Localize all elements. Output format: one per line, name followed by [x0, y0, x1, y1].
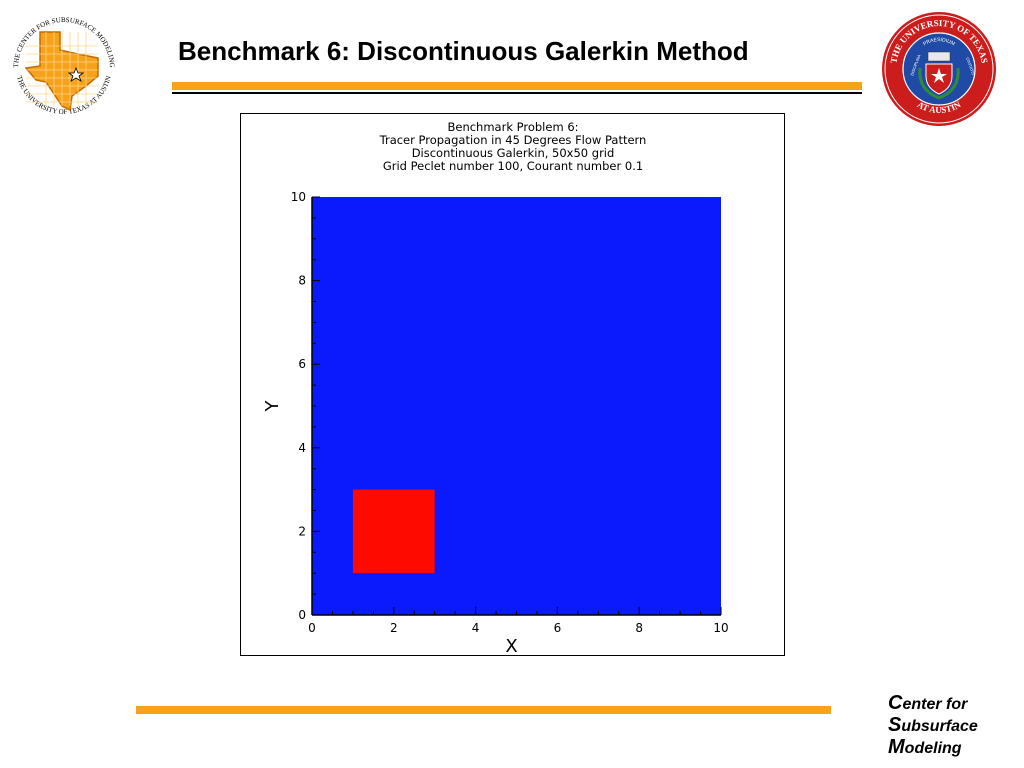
slide-title: Benchmark 6: Discontinuous Galerkin Meth… — [178, 36, 749, 66]
seal-ring-bottom-text: AT AUSTIN — [916, 99, 963, 115]
y-tick-label: 2 — [298, 524, 306, 538]
brand-line-1-initial: C — [888, 692, 903, 714]
chart-svg: Benchmark Problem 6:Tracer Propagation i… — [262, 120, 729, 655]
brand-line-3-initial: M — [888, 736, 905, 758]
y-tick-label: 8 — [298, 274, 306, 288]
csm-brand-text: Center for Subsurface Modeling — [888, 693, 978, 759]
seal-star-icon — [931, 68, 947, 83]
x-tick-label: 8 — [635, 621, 643, 635]
chart-title-line: Grid Peclet number 100, Courant number 0… — [383, 159, 643, 173]
brand-line-2: Subsurface — [888, 715, 978, 737]
seal-inner-top-text: PRAESIDIUM — [922, 37, 956, 47]
tracer-square — [352, 489, 435, 574]
svg-text:PRAESIDIUM: PRAESIDIUM — [922, 37, 956, 47]
x-tick-label: 10 — [713, 621, 728, 635]
brand-line-2-initial: S — [888, 714, 902, 736]
x-tick-label: 4 — [472, 621, 480, 635]
y-tick-label: 4 — [298, 441, 306, 455]
chart-axes: 0 2 4 6 8 10 0 2 4 6 8 10 X Y — [262, 190, 729, 655]
x-tick-label: 6 — [554, 621, 562, 635]
brand-line-2-rest: ubsurface — [901, 718, 978, 735]
seal-wreath-icon — [918, 67, 960, 100]
y-tick-label: 0 — [298, 608, 306, 622]
title-underline-black — [172, 92, 862, 94]
x-axis-label: X — [505, 636, 517, 655]
y-tick-label: 10 — [291, 190, 306, 204]
texas-grid-lines — [26, 32, 98, 106]
chart-title-line: Benchmark Problem 6: — [447, 120, 578, 134]
star-icon — [67, 66, 85, 82]
chart-frame: Benchmark Problem 6: Tracer Propagation i… — [240, 113, 785, 656]
brand-line-3: Modeling — [888, 737, 978, 759]
y-tick-label: 6 — [298, 357, 306, 371]
ut-seal-logo: THE UNIVERSITY OF TEXAS AT AUSTIN PRAESI… — [882, 12, 996, 126]
x-tick-label: 2 — [390, 621, 398, 635]
x-tick-label: 0 — [308, 621, 316, 635]
seal-book-icon — [927, 51, 951, 62]
chart-title-line: Discontinuous Galerkin, 50x50 grid — [412, 146, 615, 160]
chart-title-line: Tracer Propagation in 45 Degrees Flow Pa… — [379, 133, 647, 147]
chart-title: Benchmark Problem 6:Tracer Propagation i… — [379, 120, 647, 173]
y-axis-label: Y — [262, 400, 283, 413]
title-underline-orange — [172, 82, 862, 90]
brand-line-1: Center for — [888, 693, 978, 715]
csm-logo: THE CENTER FOR SUBSURFACE MODELING THE U… — [12, 16, 116, 116]
footer-line-orange — [136, 706, 831, 714]
svg-text:AT AUSTIN: AT AUSTIN — [916, 99, 963, 115]
brand-line-1-rest: enter for — [902, 696, 968, 713]
brand-line-3-rest: odeling — [904, 740, 962, 757]
seal-inner-right-text: CIVITATIS — [965, 57, 976, 76]
